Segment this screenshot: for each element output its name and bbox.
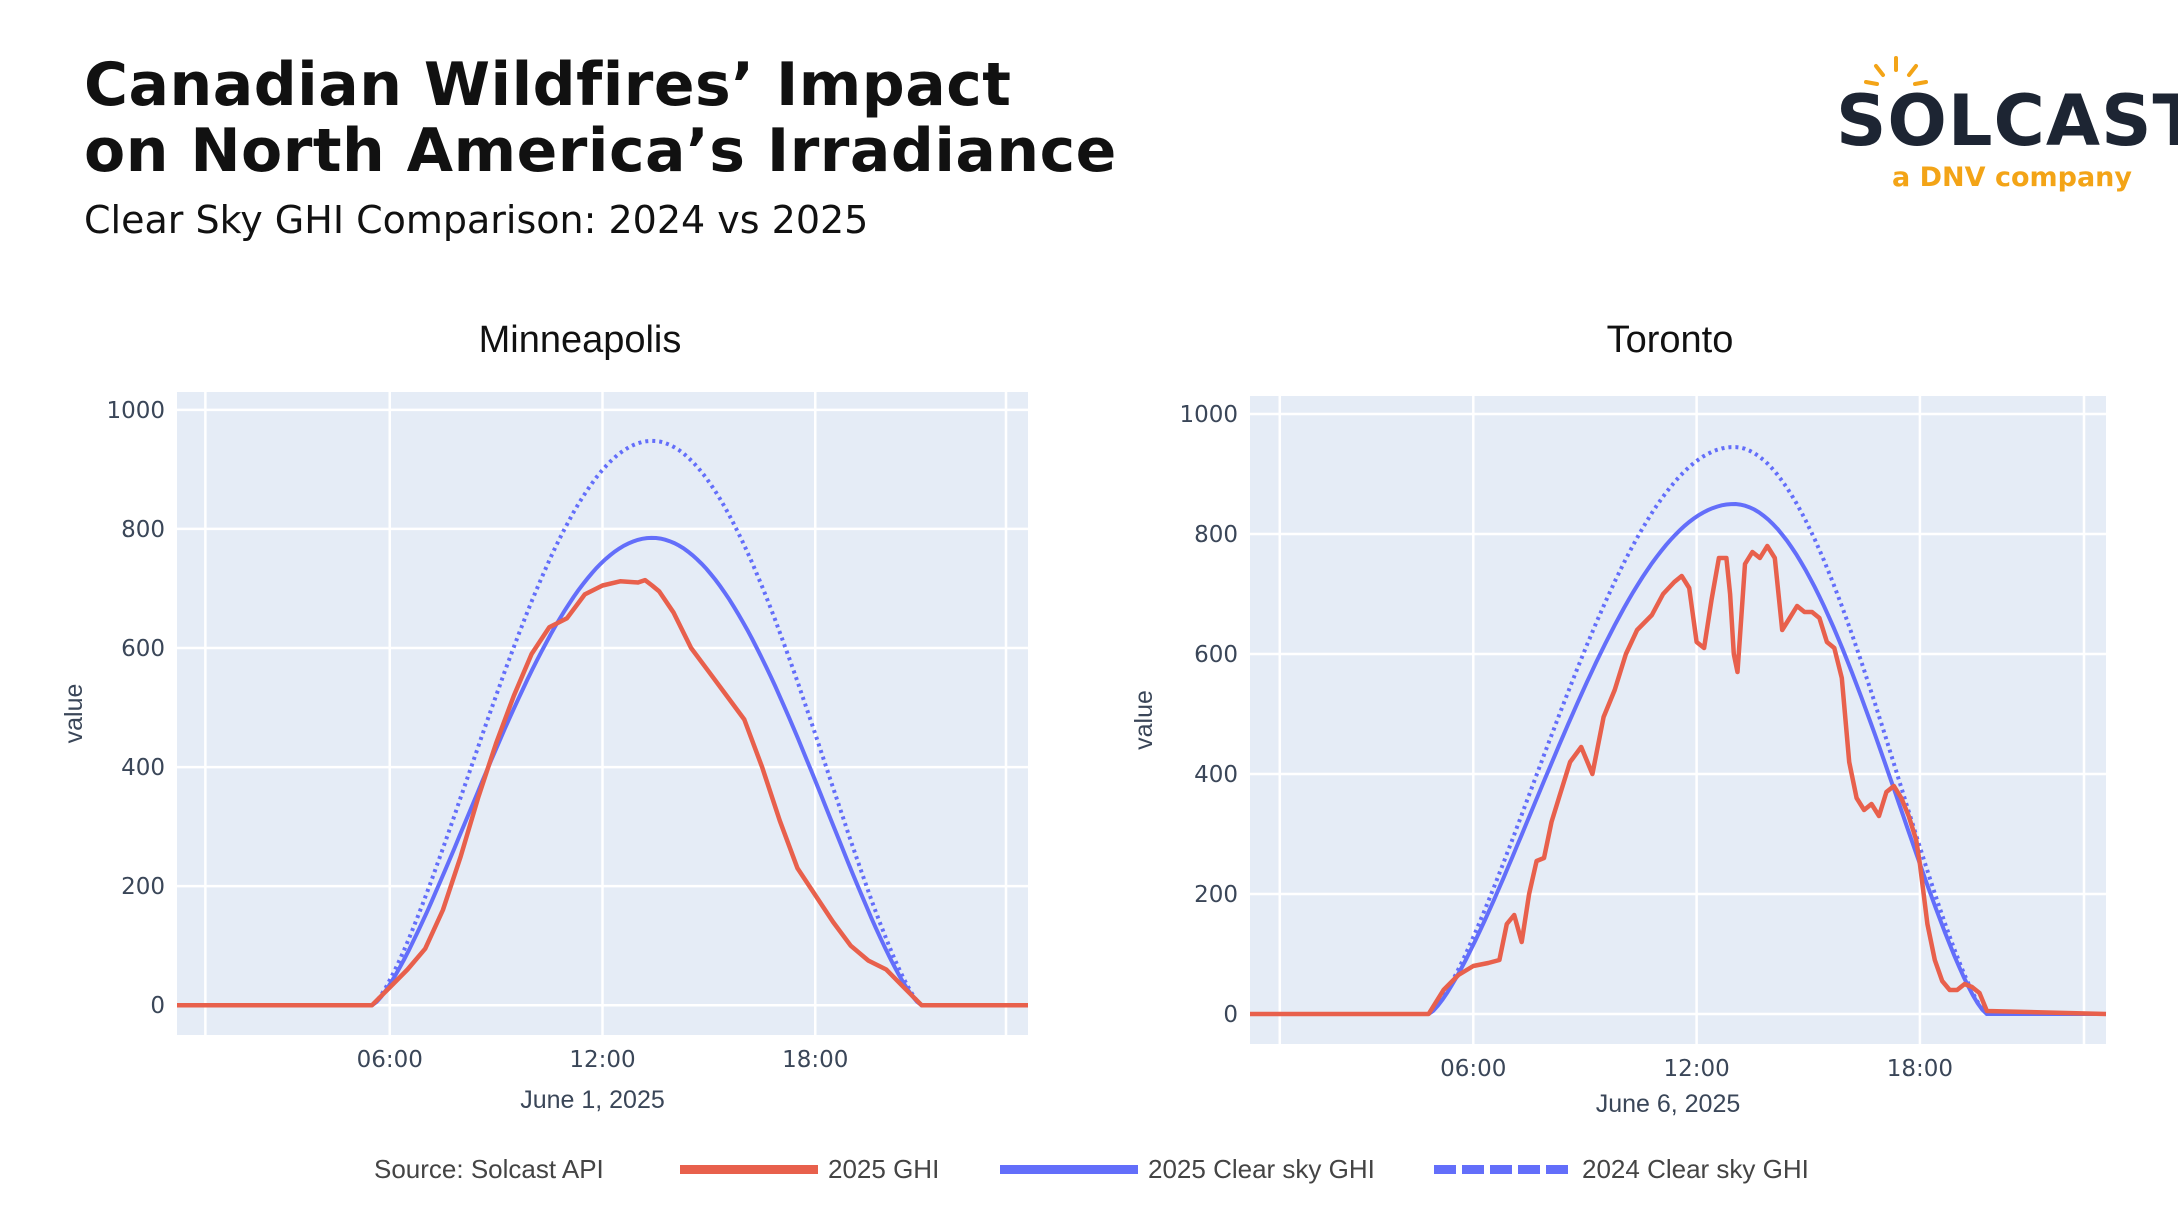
chart1-ytick-label: 0 (1223, 1002, 1238, 1028)
chart-minneapolis-svg: Minneapolis 0 200 400 600 800 1000 06:00 12:00 18… (60, 319, 1028, 1114)
chart-toronto: Toronto 0 200 400 600 800 1000 06:00 12:00 18:00 J… (1110, 300, 2178, 1120)
legend-swatch-2024-clear (1434, 1165, 1572, 1174)
title-line-1: Canadian Wildfires’ Impact (84, 50, 1012, 120)
chart1-series-2025-clear-sky (1250, 501, 2106, 1016)
chart1-ytick-label: 1000 (1179, 402, 1238, 428)
chart0-xtick-label: 12:00 (569, 1047, 635, 1073)
sun-icon (1864, 56, 1928, 86)
chart1-ylabel: value (1130, 690, 1158, 750)
chart1-ytick-label: 400 (1194, 762, 1238, 788)
chart0-series-2025-clear-sky (177, 535, 1028, 1008)
chart0-ytick-label: 1000 (106, 398, 165, 424)
legend-swatch-2025-clear (1000, 1165, 1138, 1174)
chart0-ytick-label: 800 (121, 517, 165, 543)
chart1-xtick-label: 06:00 (1440, 1056, 1506, 1082)
chart0-xlabel: June 1, 2025 (520, 1086, 665, 1114)
chart1-plot-area (1250, 396, 2106, 1044)
chart1-title: Toronto (1607, 319, 1734, 361)
page-subtitle: Clear Sky GHI Comparison: 2024 vs 2025 (84, 198, 869, 242)
chart1-series-2025-ghi (1250, 543, 2107, 1017)
chart0-title: Minneapolis (479, 319, 682, 361)
chart0-ylabel: value (60, 684, 88, 744)
solcast-logo: SOLCAST a DNV company (1828, 56, 2178, 198)
chart1-xlabel: June 6, 2025 (1596, 1090, 1741, 1118)
chart-toronto-svg: Toronto 0 200 400 600 800 1000 06:00 12:00 18:00 J… (1130, 319, 2107, 1118)
title-line-2: on North America’s Irradiance (84, 116, 1117, 186)
logo-wordmark: SOLCAST (1836, 80, 2178, 162)
chart-minneapolis: Minneapolis 0 200 400 600 800 1000 06:00 12:00 18… (40, 300, 1120, 1120)
chart1-ytick-label: 800 (1194, 522, 1238, 548)
page-title: Canadian Wildfires’ Impact on North Amer… (84, 52, 1117, 184)
legend-label-2024-clear: 2024 Clear sky GHI (1582, 1154, 1809, 1184)
source-label: Source: Solcast API (374, 1154, 604, 1184)
chart0-xtick-label: 18:00 (782, 1047, 848, 1073)
chart0-ytick-label: 0 (150, 993, 165, 1019)
chart0-xtick-label: 06:00 (357, 1047, 423, 1073)
chart1-xtick-label: 12:00 (1663, 1056, 1729, 1082)
chart0-series-2024-clear-sky (177, 438, 1028, 1008)
chart1-xtick-label: 18:00 (1887, 1056, 1953, 1082)
legend-label-2025-ghi: 2025 GHI (828, 1154, 940, 1184)
logo-tagline: a DNV company (1892, 162, 2132, 193)
legend: Source: Solcast API 2025 GHI 2025 Clear … (0, 1150, 2178, 1190)
chart1-ytick-label: 600 (1194, 642, 1238, 668)
chart0-series-2025-ghi (177, 577, 1028, 1008)
legend-swatch-2025-ghi (680, 1165, 818, 1174)
chart0-ytick-label: 600 (121, 636, 165, 662)
chart0-ytick-label: 200 (121, 874, 165, 900)
chart0-ytick-label: 400 (121, 755, 165, 781)
chart1-ytick-label: 200 (1194, 882, 1238, 908)
legend-label-2025-clear: 2025 Clear sky GHI (1148, 1154, 1375, 1184)
